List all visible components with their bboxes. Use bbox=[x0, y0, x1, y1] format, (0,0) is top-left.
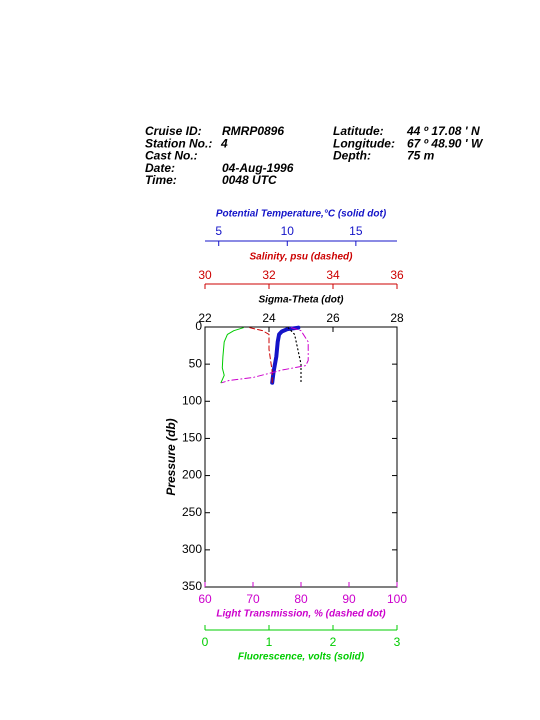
x-tick-label: 34 bbox=[326, 268, 340, 282]
x-tick-label: 5 bbox=[215, 224, 222, 238]
x-tick-label: 24 bbox=[262, 311, 276, 325]
x-tick-label: 3 bbox=[394, 635, 401, 649]
header-label: Depth: bbox=[333, 149, 371, 163]
x-tick-label: 32 bbox=[262, 268, 276, 282]
x-tick-label: 30 bbox=[198, 268, 212, 282]
axis-title: Fluorescence, volts (solid) bbox=[238, 652, 365, 663]
header-label: Latitude: bbox=[333, 124, 384, 138]
x-tick-label: 70 bbox=[246, 592, 260, 606]
x-tick-label: 10 bbox=[281, 224, 295, 238]
header-label: Longitude: bbox=[333, 136, 395, 150]
header-label: Cruise ID: bbox=[145, 124, 202, 138]
x-tick-label: 2 bbox=[330, 635, 337, 649]
axis-title: Salinity, psu (dashed) bbox=[250, 252, 354, 263]
x-tick-label: 36 bbox=[390, 268, 404, 282]
x-tick-label: 22 bbox=[198, 311, 212, 325]
x-tick-label: 15 bbox=[349, 224, 363, 238]
y-tick-label: 150 bbox=[182, 431, 202, 445]
y-tick-label: 350 bbox=[182, 579, 202, 593]
header-label: Date: bbox=[145, 161, 175, 175]
profile-line bbox=[287, 327, 302, 384]
y-tick-label: 200 bbox=[182, 468, 202, 482]
header-label: Station No.: bbox=[145, 136, 212, 150]
header-value: RMRP0896 bbox=[222, 124, 284, 138]
x-tick-label: 0 bbox=[202, 635, 209, 649]
y-tick-label: 100 bbox=[182, 393, 202, 407]
header-label: Cast No.: bbox=[145, 149, 198, 163]
x-tick-label: 1 bbox=[266, 635, 273, 649]
y-tick-label: 250 bbox=[182, 505, 202, 519]
y-tick-label: 0 bbox=[195, 319, 202, 333]
y-tick-label: 50 bbox=[189, 356, 203, 370]
x-tick-label: 26 bbox=[326, 311, 340, 325]
header-label: Time: bbox=[145, 173, 177, 187]
profile-line bbox=[220, 327, 244, 384]
axis-title: Sigma-Theta (dot) bbox=[259, 295, 345, 306]
profile-line bbox=[221, 327, 309, 384]
axis-title: Potential Temperature,°C (solid dot) bbox=[216, 209, 387, 220]
header-value: 67 º 48.90 ' W bbox=[407, 136, 484, 150]
x-tick-label: 28 bbox=[390, 311, 404, 325]
header-value: 44 º 17.08 ' N bbox=[406, 124, 480, 138]
x-tick-label: 90 bbox=[342, 592, 356, 606]
y-axis-title: Pressure (db) bbox=[164, 418, 178, 495]
y-tick-label: 300 bbox=[182, 542, 202, 556]
x-tick-label: 60 bbox=[198, 592, 212, 606]
x-tick-label: 80 bbox=[294, 592, 308, 606]
x-tick-label: 100 bbox=[387, 592, 407, 606]
axis-title: Light Transmission, % (dashed dot) bbox=[216, 609, 386, 620]
header-value: 75 m bbox=[407, 149, 435, 163]
header-value: 04-Aug-1996 bbox=[222, 161, 294, 175]
header-value: 0048 UTC bbox=[222, 173, 277, 187]
profile-line bbox=[270, 325, 301, 385]
header-value: 4 bbox=[220, 136, 228, 150]
profile-line bbox=[249, 327, 273, 384]
